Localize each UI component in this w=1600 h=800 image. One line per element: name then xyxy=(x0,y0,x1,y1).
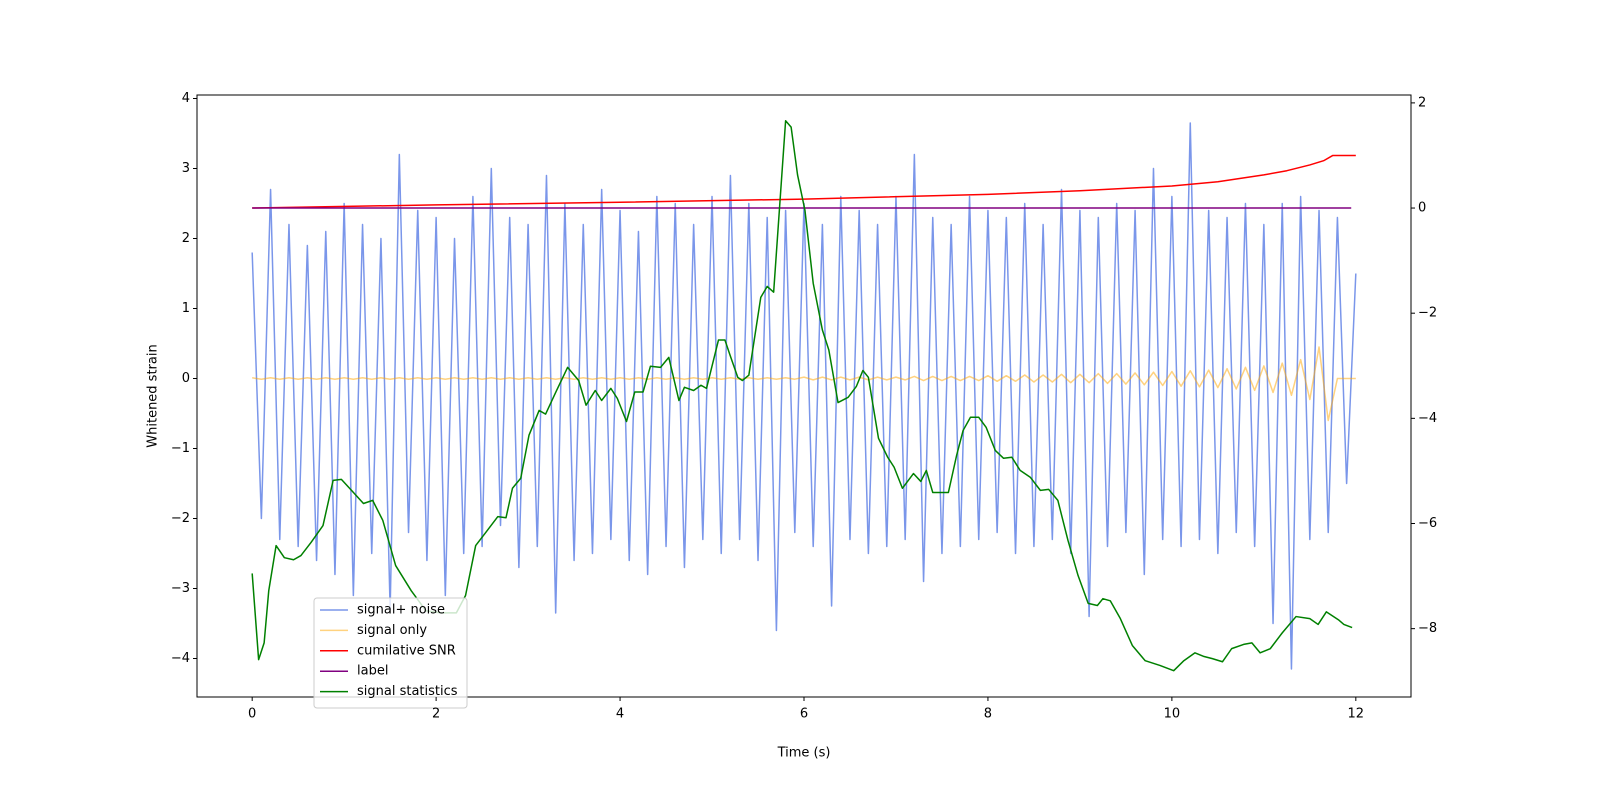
x-axis-label: Time (s) xyxy=(777,746,831,761)
y-tick-label: 2 xyxy=(182,231,190,246)
y-tick-label: 4 xyxy=(182,91,190,106)
series-line xyxy=(252,346,1356,422)
y-axis-label: Whitened strain xyxy=(146,344,161,447)
y2-tick-label: −8 xyxy=(1418,621,1437,636)
x-tick-label: 12 xyxy=(1348,707,1365,722)
y2-tick-label: −4 xyxy=(1418,411,1437,426)
y-tick-label: −1 xyxy=(171,441,190,456)
y-tick-label: 1 xyxy=(182,301,190,316)
x-tick-label: 6 xyxy=(800,707,808,722)
x-tick-label: 10 xyxy=(1164,707,1181,722)
plot-area xyxy=(251,120,1357,672)
legend-label: signal+ noise xyxy=(357,603,445,618)
legend-label: label xyxy=(357,664,388,679)
y-tick-label: −4 xyxy=(171,651,190,666)
x-tick-label: 2 xyxy=(432,707,440,722)
x-tick-label: 0 xyxy=(248,707,256,722)
legend-label: signal only xyxy=(357,623,427,638)
y-tick-label: −3 xyxy=(171,581,190,596)
y2-tick-label: −2 xyxy=(1418,306,1437,321)
legend-label: signal statistics xyxy=(357,684,458,699)
y-tick-label: 3 xyxy=(182,161,190,176)
y-tick-label: 0 xyxy=(182,371,190,386)
x-tick-label: 4 xyxy=(616,707,624,722)
legend-box xyxy=(313,597,468,709)
y-tick-label: −2 xyxy=(171,511,190,526)
series-line xyxy=(251,120,1353,672)
x-tick-label: 8 xyxy=(984,707,992,722)
y2-tick-label: 2 xyxy=(1418,95,1426,110)
series-line xyxy=(252,154,1356,209)
y2-tick-label: 0 xyxy=(1418,201,1426,216)
legend: signal+ noise signal only cumilative SNR la… xyxy=(313,597,468,709)
y2-tick-label: −6 xyxy=(1418,516,1437,531)
legend-label: cumilative SNR xyxy=(357,643,456,658)
